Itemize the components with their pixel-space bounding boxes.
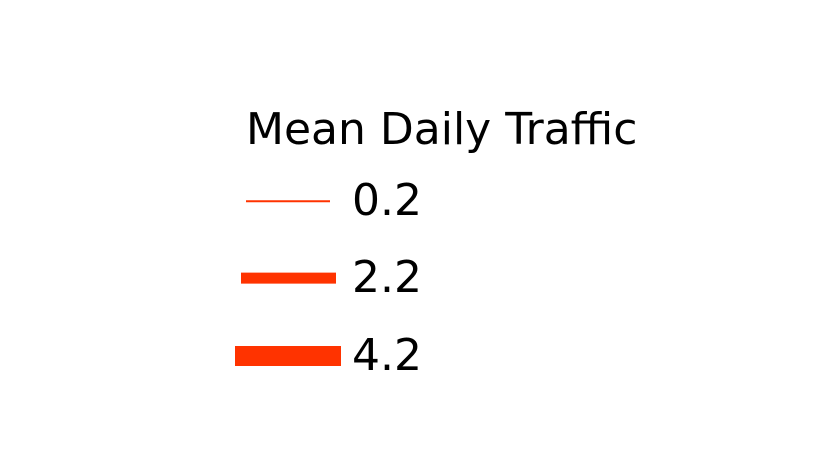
legend-entry-mid: 2.2 [230, 248, 490, 308]
legend-label-low: 0.2 [352, 175, 422, 226]
legend-label-high: 4.2 [352, 330, 422, 381]
legend-line-swatch-high [235, 346, 341, 366]
legend-entry-high: 4.2 [230, 326, 490, 386]
legend-entry-low: 0.2 [230, 171, 490, 231]
legend-title: Mean Daily Traffic [246, 104, 638, 155]
legend-line-swatch-low [246, 200, 330, 202]
legend-line-swatch-mid [240, 272, 336, 284]
legend-label-mid: 2.2 [352, 252, 422, 303]
